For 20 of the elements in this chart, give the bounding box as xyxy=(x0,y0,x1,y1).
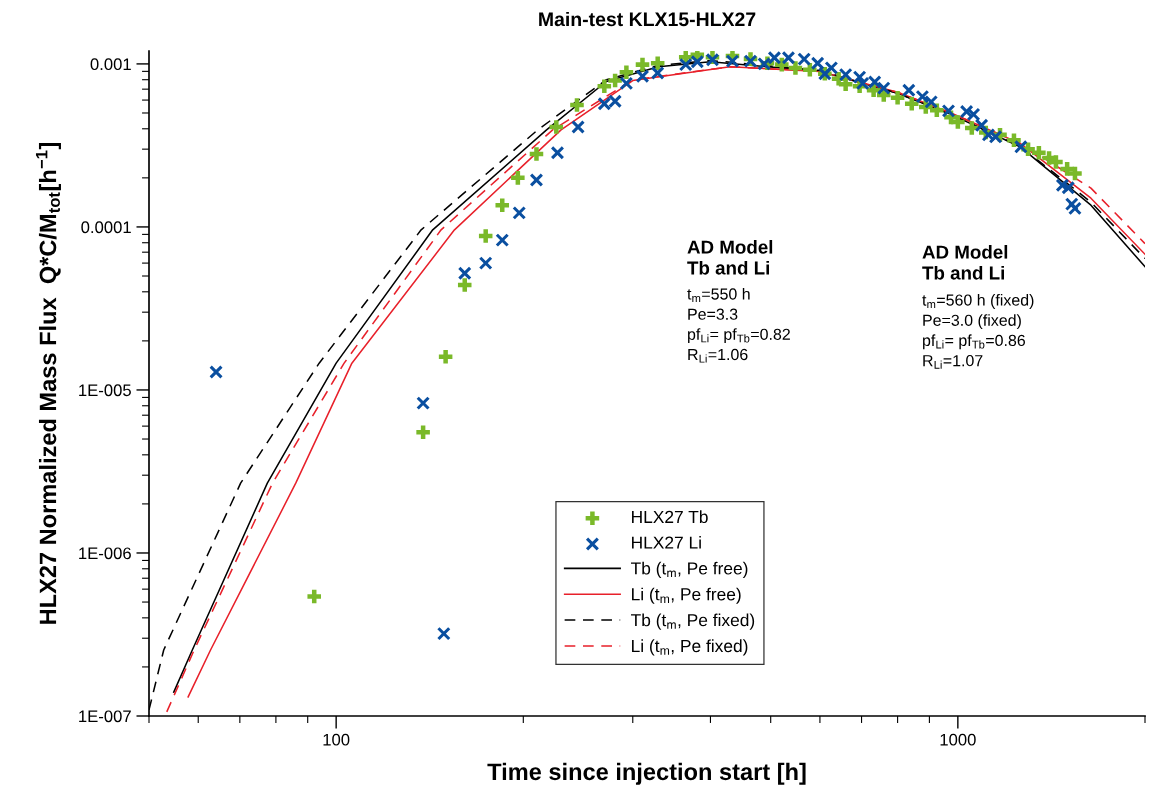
x-tick-label: 1000 xyxy=(940,733,976,746)
x-tick-label: 100 xyxy=(323,733,350,746)
y-tick-label: 1E-005 xyxy=(79,384,131,397)
y-axis-title: HLX27 Normalized Mass Flux Q*C/M$_{tot}$[h$^{−1}$] xyxy=(35,142,61,624)
y-tick-label: 0.0001 xyxy=(81,221,131,234)
annotation: AD Model Tb and Li xyxy=(922,245,1008,280)
text: t$_{m}$=560 h (fixed) Pe=3.0 (fixed) pf$_{Li}$= pf$_{Tb}$=0.86 R$_{Li}$=1.07 xyxy=(922,294,1034,369)
x-axis-title: Time since injection start [h] xyxy=(487,762,806,785)
legend-label: Tb (t$_{m}$, Pe fixed) xyxy=(631,613,755,630)
y-tick-label: 1E-006 xyxy=(79,547,131,560)
y-tick-label: 0.001 xyxy=(90,58,131,71)
legend-label: Li (t$_{m}$, Pe free) xyxy=(632,587,741,604)
legend-label: Tb (t$_{m}$, Pe free) xyxy=(631,561,748,578)
y-tick-label: 1E-007 xyxy=(79,710,131,723)
chart-title: Main-test KLX15-HLX27 xyxy=(539,11,756,27)
legend-label: Li (t$_{m}$, Pe fixed) xyxy=(632,639,748,656)
annotation: AD Model Tb and Li xyxy=(687,240,773,275)
text: t$_{m}$=550 h Pe=3.3 pf$_{Li}$= pf$_{Tb}$=0.82 R$_{Li}$=1.06 xyxy=(687,287,790,363)
legend-label: HLX27 Li xyxy=(632,536,701,549)
legend-label: HLX27 Tb xyxy=(632,510,708,524)
